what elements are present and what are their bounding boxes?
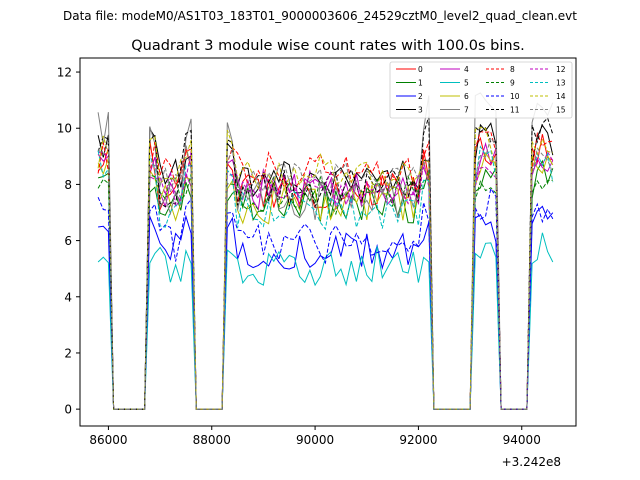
series-line-5 [97,232,554,410]
y-tick-label: 0 [64,403,72,417]
legend-label-15: 15 [556,106,566,115]
y-tick-label: 8 [64,178,72,192]
plot-frame [79,57,577,427]
x-tick-label: 86000 [89,433,127,447]
legend-label-10: 10 [510,92,520,101]
legend-label-3: 3 [418,106,423,115]
legend-label-6: 6 [464,92,469,101]
legend-label-0: 0 [418,65,423,74]
x-tick-label: 88000 [193,433,231,447]
legend-label-2: 2 [418,92,423,101]
y-tick-label: 10 [57,122,72,136]
series-line-12 [98,150,554,410]
y-tick-label: 2 [64,346,72,360]
legend-label-14: 14 [556,92,566,101]
x-tick-label: 90000 [296,433,334,447]
series-line-4 [97,141,554,410]
legend-label-9: 9 [510,79,515,88]
series-line-11 [97,116,554,410]
series-line-15 [97,136,554,410]
figure-suptitle: Data file: modeM0/AS1T03_183T01_90000036… [63,9,577,23]
x-axis: 86000 88000 90000 92000 94000 [89,426,541,447]
legend-label-4: 4 [464,65,469,74]
x-tick-label: 92000 [399,433,437,447]
y-tick-label: 4 [64,290,72,304]
legend-label-7: 7 [464,106,469,115]
legend-label-12: 12 [556,65,566,74]
series-line-9 [97,173,553,410]
x-tick-label: 94000 [503,433,541,447]
legend-box [389,61,573,119]
series-line-10 [97,187,554,410]
legend-label-5: 5 [464,79,469,88]
legend-label-1: 1 [418,79,423,88]
chart-title: Quadrant 3 module wise count rates with … [131,38,525,54]
legend-label-11: 11 [510,106,520,115]
plot-lines [97,92,554,410]
series-line-8 [97,131,553,410]
y-axis: 0 2 4 6 8 10 12 [57,66,80,417]
y-tick-label: 6 [64,234,72,248]
legend-label-13: 13 [556,79,566,88]
y-tick-label: 12 [57,66,72,80]
legend-label-8: 8 [510,65,515,74]
x-offset-label: +3.242e8 [502,455,561,469]
